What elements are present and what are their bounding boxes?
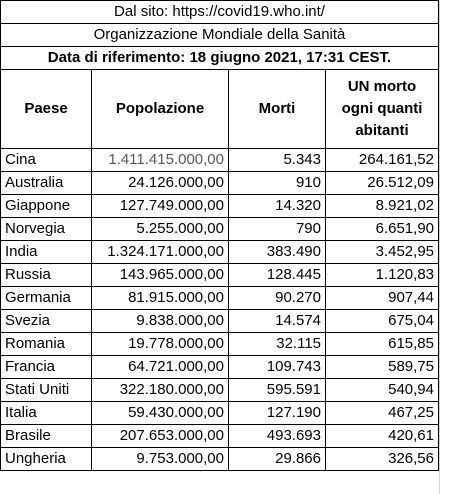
reference-date-row: Data di riferimento: 18 giugno 2021, 17:… bbox=[0, 46, 439, 70]
table-row: Italia 59.430.000,00 127.190 467,25 bbox=[0, 401, 439, 425]
source-row: Dal sito: https://covid19.who.int/ bbox=[0, 0, 439, 24]
table-row: Romania 19.778.000,00 32.115 615,85 bbox=[0, 332, 439, 356]
table-row: Australia 24.126.000,00 910 26.512,09 bbox=[0, 171, 439, 195]
country-cell[interactable]: Svezia bbox=[0, 309, 92, 333]
deaths-cell[interactable]: 14.320 bbox=[228, 194, 326, 218]
organization-cell[interactable]: Organizzazione Mondiale della Sanità bbox=[0, 23, 439, 47]
header-ratio-line1: UN morto bbox=[347, 78, 417, 95]
table-row: Brasile 207.653.000,00 493.693 420,61 bbox=[0, 424, 439, 448]
table-row: Germania 81.915.000,00 90.270 907,44 bbox=[0, 286, 439, 310]
deaths-cell[interactable]: 109.743 bbox=[228, 355, 326, 379]
header-row: Paese Popolazione Morti UN morto ogni qu… bbox=[0, 69, 439, 149]
deaths-cell[interactable]: 127.190 bbox=[228, 401, 326, 425]
country-cell[interactable]: Australia bbox=[0, 171, 92, 195]
country-cell[interactable]: Francia bbox=[0, 355, 92, 379]
table-row: Norvegia 5.255.000,00 790 6.651,90 bbox=[0, 217, 439, 241]
population-cell[interactable]: 9.753.000,00 bbox=[91, 447, 229, 471]
country-cell[interactable]: Germania bbox=[0, 286, 92, 310]
header-ratio-line3: abitanti bbox=[355, 122, 409, 139]
table-row: Ungheria 9.753.000,00 29.866 326,56 bbox=[0, 447, 439, 471]
population-cell[interactable]: 64.721.000,00 bbox=[91, 355, 229, 379]
country-cell[interactable]: Italia bbox=[0, 401, 92, 425]
ratio-cell[interactable]: 264.161,52 bbox=[325, 148, 439, 172]
deaths-cell[interactable]: 5.343 bbox=[228, 148, 326, 172]
header-deaths[interactable]: Morti bbox=[228, 69, 326, 149]
population-cell[interactable]: 143.965.000,00 bbox=[91, 263, 229, 287]
table-row: Svezia 9.838.000,00 14.574 675,04 bbox=[0, 309, 439, 333]
covid-deaths-table: Dal sito: https://covid19.who.int/ Organ… bbox=[0, 0, 439, 471]
ratio-cell[interactable]: 26.512,09 bbox=[325, 171, 439, 195]
ratio-cell[interactable]: 8.921,02 bbox=[325, 194, 439, 218]
population-cell[interactable]: 1.411.415.000,00 bbox=[91, 148, 229, 172]
deaths-cell[interactable]: 383.490 bbox=[228, 240, 326, 264]
population-cell[interactable]: 5.255.000,00 bbox=[91, 217, 229, 241]
table-row: Cina 1.411.415.000,00 5.343 264.161,52 bbox=[0, 148, 439, 172]
population-cell[interactable]: 9.838.000,00 bbox=[91, 309, 229, 333]
country-cell[interactable]: Norvegia bbox=[0, 217, 92, 241]
ratio-cell[interactable]: 420,61 bbox=[325, 424, 439, 448]
header-country[interactable]: Paese bbox=[0, 69, 92, 149]
deaths-cell[interactable]: 910 bbox=[228, 171, 326, 195]
table-row: Giappone 127.749.000,00 14.320 8.921,02 bbox=[0, 194, 439, 218]
deaths-cell[interactable]: 493.693 bbox=[228, 424, 326, 448]
population-cell[interactable]: 59.430.000,00 bbox=[91, 401, 229, 425]
ratio-cell[interactable]: 615,85 bbox=[325, 332, 439, 356]
country-cell[interactable]: Romania bbox=[0, 332, 92, 356]
country-cell[interactable]: Giappone bbox=[0, 194, 92, 218]
deaths-cell[interactable]: 29.866 bbox=[228, 447, 326, 471]
source-cell[interactable]: Dal sito: https://covid19.who.int/ bbox=[0, 0, 439, 24]
population-cell[interactable]: 19.778.000,00 bbox=[91, 332, 229, 356]
organization-row: Organizzazione Mondiale della Sanità bbox=[0, 23, 439, 47]
ratio-cell[interactable]: 326,56 bbox=[325, 447, 439, 471]
table-row: Stati Uniti 322.180.000,00 595.591 540,94 bbox=[0, 378, 439, 402]
ratio-cell[interactable]: 467,25 bbox=[325, 401, 439, 425]
ratio-cell[interactable]: 1.120,83 bbox=[325, 263, 439, 287]
country-cell[interactable]: Russia bbox=[0, 263, 92, 287]
population-cell[interactable]: 207.653.000,00 bbox=[91, 424, 229, 448]
table-row: Francia 64.721.000,00 109.743 589,75 bbox=[0, 355, 439, 379]
header-ratio-line2: ogni quanti bbox=[341, 100, 423, 117]
ratio-cell[interactable]: 3.452,95 bbox=[325, 240, 439, 264]
deaths-cell[interactable]: 90.270 bbox=[228, 286, 326, 310]
deaths-cell[interactable]: 128.445 bbox=[228, 263, 326, 287]
deaths-cell[interactable]: 14.574 bbox=[228, 309, 326, 333]
country-cell[interactable]: Stati Uniti bbox=[0, 378, 92, 402]
next-column-edge bbox=[439, 0, 450, 494]
header-ratio[interactable]: UN morto ogni quanti abitanti bbox=[325, 69, 439, 149]
population-cell[interactable]: 322.180.000,00 bbox=[91, 378, 229, 402]
ratio-cell[interactable]: 540,94 bbox=[325, 378, 439, 402]
population-cell[interactable]: 81.915.000,00 bbox=[91, 286, 229, 310]
table-row: India 1.324.171.000,00 383.490 3.452,95 bbox=[0, 240, 439, 264]
header-population[interactable]: Popolazione bbox=[91, 69, 229, 149]
ratio-cell[interactable]: 589,75 bbox=[325, 355, 439, 379]
country-cell[interactable]: Cina bbox=[0, 148, 92, 172]
deaths-cell[interactable]: 595.591 bbox=[228, 378, 326, 402]
population-cell[interactable]: 127.749.000,00 bbox=[91, 194, 229, 218]
ratio-cell[interactable]: 675,04 bbox=[325, 309, 439, 333]
reference-date-cell[interactable]: Data di riferimento: 18 giugno 2021, 17:… bbox=[0, 46, 439, 70]
population-cell[interactable]: 1.324.171.000,00 bbox=[91, 240, 229, 264]
deaths-cell[interactable]: 32.115 bbox=[228, 332, 326, 356]
country-cell[interactable]: Brasile bbox=[0, 424, 92, 448]
country-cell[interactable]: Ungheria bbox=[0, 447, 92, 471]
table-row: Russia 143.965.000,00 128.445 1.120,83 bbox=[0, 263, 439, 287]
country-cell[interactable]: India bbox=[0, 240, 92, 264]
population-cell[interactable]: 24.126.000,00 bbox=[91, 171, 229, 195]
deaths-cell[interactable]: 790 bbox=[228, 217, 326, 241]
ratio-cell[interactable]: 6.651,90 bbox=[325, 217, 439, 241]
ratio-cell[interactable]: 907,44 bbox=[325, 286, 439, 310]
